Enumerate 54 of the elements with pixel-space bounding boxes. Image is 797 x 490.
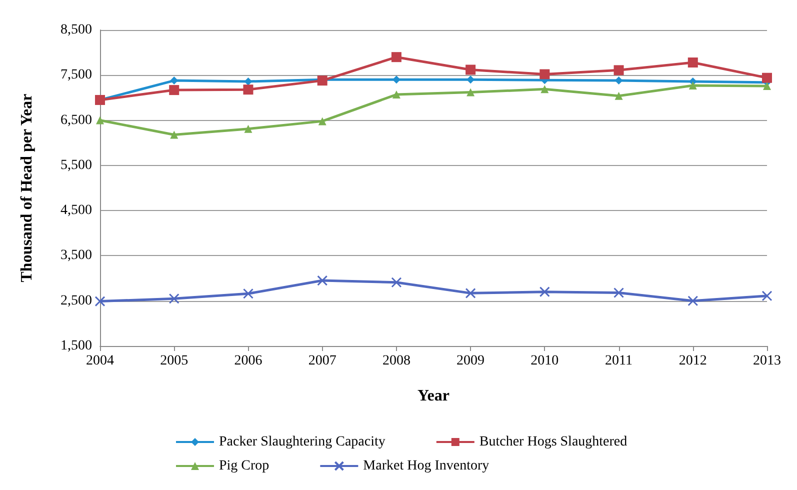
legend-label: Butcher Hogs Slaughtered (479, 434, 628, 450)
point (244, 77, 252, 86)
x-tick-label: 2009 (456, 354, 485, 368)
x-tick-label: 2010 (530, 354, 559, 368)
y-tick-label: 3,500 (60, 248, 92, 264)
x-tick-label: 2012 (678, 354, 707, 368)
point (391, 52, 402, 62)
y-tick-label: 8,500 (60, 22, 92, 38)
point (242, 288, 254, 299)
point (243, 84, 254, 95)
point (466, 64, 476, 75)
point (168, 293, 180, 304)
point (614, 287, 624, 298)
legend-label: Market Hog Inventory (363, 458, 490, 474)
point (688, 82, 697, 90)
point (688, 58, 698, 68)
point (96, 116, 104, 124)
point (762, 72, 772, 83)
point (169, 85, 180, 96)
point (614, 92, 623, 100)
point (391, 277, 402, 288)
y-tick-label: 4,500 (60, 203, 92, 218)
x-tick-label: 2013 (753, 354, 781, 368)
point (688, 296, 698, 306)
y-tick-label: 2,500 (60, 293, 92, 308)
x-tick-label: 2006 (234, 354, 262, 368)
x-tick-label: 2004 (86, 354, 114, 368)
point (244, 124, 252, 133)
y-tick-label: 1,500 (60, 338, 92, 354)
y-tick-label: 7,500 (60, 68, 92, 83)
point (614, 65, 624, 76)
point (465, 288, 476, 298)
legend-label: Packer Slaughtering Capacity (219, 434, 386, 450)
x-tick-label: 2005 (160, 354, 188, 368)
point (170, 130, 178, 139)
x-tick-label: 2007 (308, 354, 336, 368)
y-tick-label: 5,500 (60, 158, 92, 173)
point (317, 275, 328, 286)
point (466, 88, 475, 96)
point (318, 117, 326, 126)
point (614, 76, 623, 85)
x-axis-title: Year (418, 388, 450, 404)
x-tick-label: 2008 (382, 354, 410, 368)
point (540, 69, 550, 80)
y-axis-title: Thousand of Head per Year (18, 94, 36, 282)
point (763, 82, 771, 90)
point (762, 290, 772, 302)
point (392, 90, 400, 99)
legend-label: Pig Crop (219, 458, 270, 474)
point (539, 286, 550, 298)
x-tick-label: 2011 (605, 354, 633, 368)
y-tick-label: 6,500 (60, 112, 92, 128)
point (94, 296, 106, 307)
point (540, 85, 549, 94)
